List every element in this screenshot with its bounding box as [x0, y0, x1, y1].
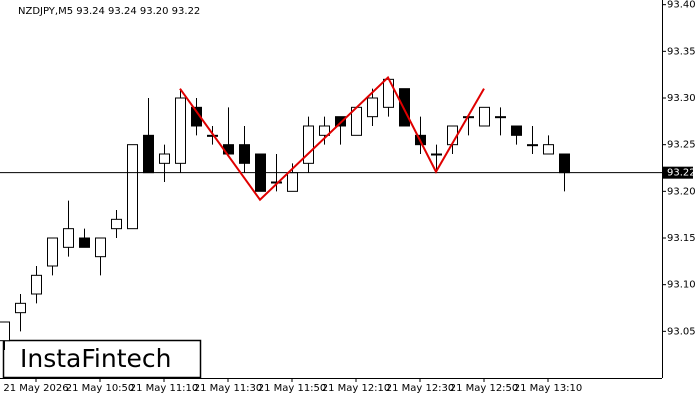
- pattern-line: [179, 75, 485, 202]
- candle-body: [159, 153, 170, 164]
- x-tick-label: 21 May 11:10: [130, 383, 199, 394]
- x-tick-label: 21 May 13:10: [514, 383, 583, 394]
- candle-body: [0, 321, 10, 342]
- y-tick-label: 93.10: [667, 280, 696, 291]
- y-tick-label: 93.30: [667, 93, 696, 104]
- y-tick-label: 93.05: [667, 326, 696, 337]
- candle-body: [543, 144, 554, 155]
- logo: InstaFintech: [20, 344, 172, 373]
- y-tick-label: 93.20: [667, 186, 696, 197]
- candle-body: [319, 125, 330, 136]
- x-tick-label: 21 May 10:50: [66, 383, 135, 394]
- x-tick-label: 21 May 11:50: [258, 383, 327, 394]
- candle-body: [335, 116, 346, 127]
- candle-body: [79, 237, 90, 248]
- candle-body: [479, 106, 490, 127]
- candle-body: [191, 106, 202, 127]
- y-tick-label: 93.35: [667, 46, 696, 57]
- current-price-label: 93.22: [667, 168, 696, 179]
- candle-body: [399, 88, 410, 127]
- candle-body: [47, 237, 58, 267]
- x-tick-label: 21 May 12:50: [450, 383, 519, 394]
- candle-body: [111, 218, 122, 230]
- candle-body: [559, 153, 570, 174]
- candle-body: [303, 125, 314, 164]
- current-price-tag: [663, 166, 693, 179]
- candle-body: [175, 97, 186, 164]
- candle-body: [31, 274, 42, 295]
- x-tick-label: 21 May 2026: [3, 383, 68, 394]
- x-tick-label: 21 May 12:30: [386, 383, 455, 394]
- x-tick-label: 21 May 12:10: [322, 383, 391, 394]
- candle-body: [367, 97, 378, 118]
- candle-body: [431, 153, 442, 156]
- candle-body: [15, 302, 26, 314]
- candle-body: [527, 144, 538, 147]
- y-tick-label: 93.25: [667, 140, 696, 151]
- candle-body: [511, 125, 522, 136]
- logo-box: [2, 339, 202, 379]
- candle-body: [495, 116, 506, 119]
- candle-body: [143, 134, 154, 174]
- chart-title: NZDJPY,M5 93.24 93.24 93.20 93.22: [18, 6, 200, 17]
- candle-body: [287, 172, 298, 192]
- y-tick-label: 93.15: [667, 233, 696, 244]
- candle-body: [239, 144, 250, 164]
- x-tick-label: 21 May 11:30: [194, 383, 263, 394]
- candle-body: [63, 228, 74, 248]
- candle-body: [95, 237, 106, 258]
- y-tick-label: 93.40: [667, 0, 696, 11]
- candle-body: [127, 144, 138, 230]
